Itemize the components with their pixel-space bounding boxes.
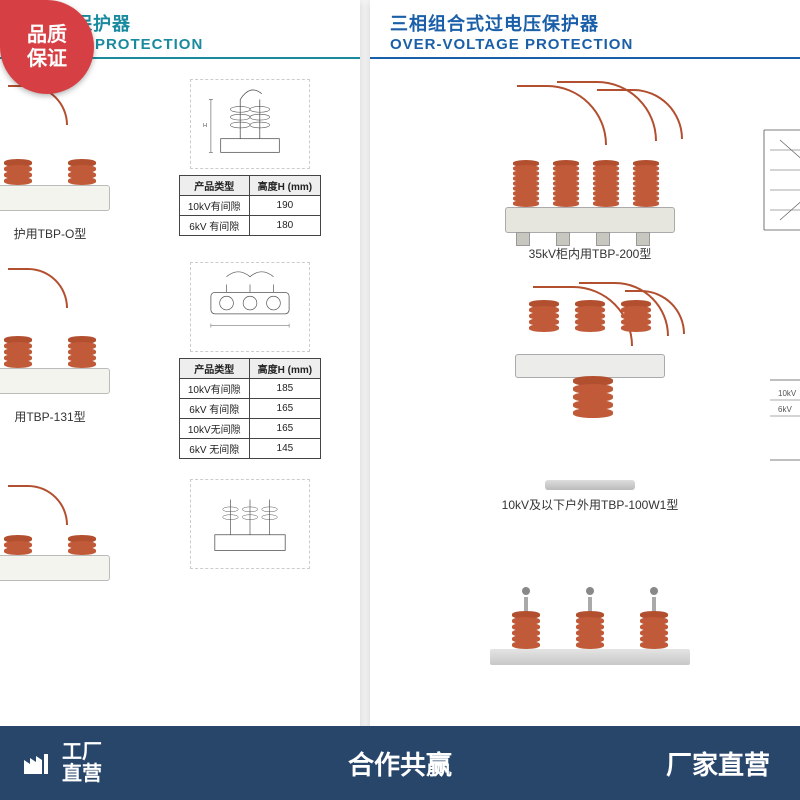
badge-line: 保证	[27, 47, 67, 71]
product-caption: 用TBP-131型	[14, 408, 85, 425]
footer-right: 厂家直营	[666, 745, 770, 782]
quality-badge: 品质 保证	[0, 0, 94, 94]
footer-text: 工厂	[62, 741, 102, 763]
footer-center: 合作共赢	[348, 745, 452, 782]
footer-left: 工厂 直营	[20, 741, 102, 785]
cropped-diagram: 10kV 6kV	[760, 360, 800, 480]
spec-col: H 产品类型 高度H (mm) 10kV有间隙190 6kV 有间隙180	[160, 79, 340, 236]
catalog-page-right: 三相组合式过电压保护器 OVER-VOLTAGE PROTECTION 35kV…	[370, 0, 800, 780]
product-row	[0, 479, 340, 589]
footer-text: 直营	[62, 763, 102, 785]
product-photo: 10kV及以下户外用TBP-100W1型	[390, 290, 790, 513]
svg-text:6kV: 6kV	[778, 405, 792, 414]
spec-col: 产品类型 高度H (mm) 10kV有间隙185 6kV 有间隙165 10kV…	[160, 262, 340, 459]
dimension-diagram: H	[190, 79, 310, 169]
th: 产品类型	[179, 359, 249, 379]
page-body-left: 护用TBP-O型 H	[0, 59, 360, 609]
tbp-100w1-model	[485, 290, 695, 490]
header-cn: 三相组合式过电压保护器	[390, 10, 790, 36]
product-photo: 35kV柜内用TBP-200型	[390, 79, 790, 262]
tbp-131-model	[0, 262, 130, 402]
tbp-o-model	[0, 79, 130, 219]
tbp-model-3	[0, 479, 130, 589]
footer-bar: 工厂 直营 合作共赢 厂家直营	[0, 726, 800, 800]
product-caption: 护用TBP-O型	[14, 225, 87, 242]
product-caption: 35kV柜内用TBP-200型	[529, 245, 652, 262]
svg-text:H: H	[203, 123, 207, 129]
svg-text:10kV: 10kV	[778, 389, 797, 398]
dimension-diagram	[190, 479, 310, 569]
product-caption: 10kV及以下户外用TBP-100W1型	[502, 496, 679, 513]
th: 高度H (mm)	[249, 176, 320, 196]
factory-icon	[20, 746, 54, 780]
product-photo: 护用TBP-O型	[0, 79, 140, 242]
product-row: 用TBP-131型 产品类型	[0, 262, 340, 459]
product-photo	[0, 479, 140, 589]
th: 高度H (mm)	[249, 359, 320, 379]
triple-bar-model	[490, 541, 690, 671]
header-en: OVER-VOLTAGE PROTECTION	[390, 36, 790, 53]
tbp-200-model	[485, 79, 695, 239]
page-body-right: 35kV柜内用TBP-200型 10kV及以下户外用TBP-100W1型	[370, 59, 800, 691]
badge-line: 品质	[27, 23, 67, 47]
spec-table: 产品类型 高度H (mm) 10kV有间隙190 6kV 有间隙180	[179, 175, 321, 236]
catalog-page-left: 组合式过电压保护器 OVER-VOLTAGE PROTECTION 护用TBP-…	[0, 0, 360, 780]
dimension-diagram	[190, 262, 310, 352]
page-header-right: 三相组合式过电压保护器 OVER-VOLTAGE PROTECTION	[370, 0, 800, 59]
product-photo	[390, 541, 790, 671]
cropped-diagram	[760, 120, 800, 240]
product-row: 护用TBP-O型 H	[0, 79, 340, 242]
spec-table: 产品类型 高度H (mm) 10kV有间隙185 6kV 有间隙165 10kV…	[179, 358, 321, 459]
th: 产品类型	[179, 176, 249, 196]
spec-col	[160, 479, 340, 569]
product-photo: 用TBP-131型	[0, 262, 140, 425]
